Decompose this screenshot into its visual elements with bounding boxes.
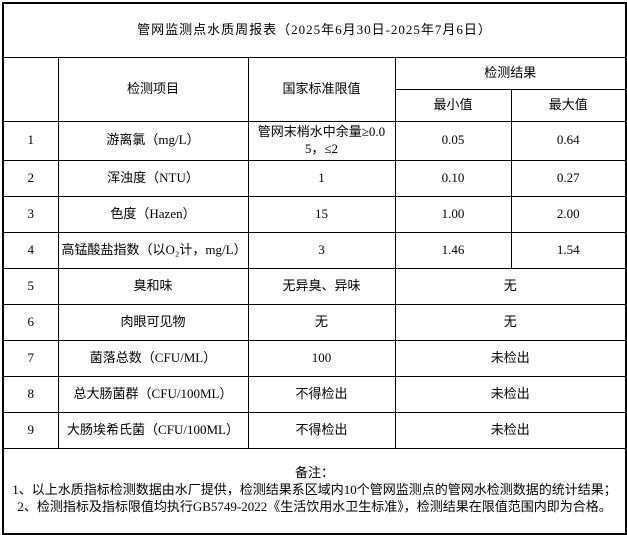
note-line-1: 1、以上水质指标检测数据由水厂提供，检测结果系区域内10个管网监测点的管网水检测…	[12, 482, 617, 498]
header-item: 检测项目	[57, 57, 249, 122]
item-cell: 肉眼可见物	[57, 303, 249, 341]
item-cell: 高锰酸盐指数（以O₂计，mg/L）	[57, 231, 249, 269]
max-value-cell: 1.54	[510, 231, 627, 269]
item-cell: 臭和味	[57, 267, 249, 305]
result-cell: 未检出	[394, 375, 627, 413]
table-row: 9 大肠埃希氏菌（CFU/100ML） 不得检出 未检出	[2, 411, 627, 449]
item-cell: 游离氯（mg/L）	[57, 121, 249, 161]
standard-cell: 3	[247, 231, 396, 269]
header-row-top: 检测项目 国家标准限值 检测结果	[2, 57, 627, 122]
result-cell: 无	[394, 267, 627, 305]
row-number-cell: 6	[2, 303, 59, 341]
min-value-cell: 0.05	[394, 121, 512, 161]
notes-row: 备注： 1、以上水质指标检测数据由水厂提供，检测结果系区域内10个管网监测点的管…	[2, 447, 627, 535]
min-value-cell: 0.10	[394, 159, 512, 197]
row-number-cell: 9	[2, 411, 59, 449]
table-row: 6 肉眼可见物 无 无	[2, 303, 627, 341]
header-min: 最小值	[394, 89, 512, 122]
row-number-cell: 5	[2, 267, 59, 305]
standard-cell: 1	[247, 159, 396, 197]
standard-cell: 100	[247, 339, 396, 377]
max-value-cell: 2.00	[510, 195, 627, 233]
row-number-cell: 4	[2, 231, 59, 269]
item-cell: 色度（Hazen）	[57, 195, 249, 233]
header-index-cell	[2, 57, 59, 122]
title-row: 管网监测点水质周报表（2025年6月30日-2025年7月6日）	[2, 2, 627, 58]
table-row: 2 浑浊度（NTU） 1 0.10 0.27	[2, 159, 627, 197]
row-number-cell: 1	[2, 121, 59, 161]
result-cell: 无	[394, 303, 627, 341]
table-row: 8 总大肠菌群（CFU/100ML） 不得检出 未检出	[2, 375, 627, 413]
min-value-cell: 1.00	[394, 195, 512, 233]
row-number-cell: 8	[2, 375, 59, 413]
item-cell: 菌落总数（CFU/ML）	[57, 339, 249, 377]
header-row-sub: 最小值 最大值	[3, 89, 627, 122]
header-max: 最大值	[510, 89, 627, 122]
table-row: 3 色度（Hazen） 15 1.00 2.00	[2, 195, 627, 233]
note-line-2: 2、检测指标及指标限值均执行GB5749-2022《生活饮用水卫生标准》，检测结…	[17, 499, 612, 515]
result-cell: 未检出	[394, 411, 627, 449]
result-cell: 未检出	[394, 339, 627, 377]
row-number-cell: 2	[2, 159, 59, 197]
max-value-cell: 0.27	[510, 159, 627, 197]
item-cell: 大肠埃希氏菌（CFU/100ML）	[57, 411, 249, 449]
row-number-cell: 3	[2, 195, 59, 233]
table-row: 5 臭和味 无异臭、异味 无	[2, 267, 627, 305]
table-row: 1 游离氯（mg/L） 管网末梢水中余量≥0.05，≤2 0.05 0.64	[2, 121, 627, 161]
item-cell: 总大肠菌群（CFU/100ML）	[57, 375, 249, 413]
row-number-cell: 7	[2, 339, 59, 377]
standard-cell: 15	[247, 195, 396, 233]
table-row: 7 菌落总数（CFU/ML） 100 未检出	[2, 339, 627, 377]
standard-cell: 不得检出	[247, 411, 396, 449]
header-result-group: 检测结果	[394, 57, 627, 90]
header-standard: 国家标准限值	[247, 57, 396, 122]
standard-cell: 无	[247, 303, 396, 341]
standard-cell: 无异臭、异味	[247, 267, 396, 305]
item-cell: 浑浊度（NTU）	[57, 159, 249, 197]
table-row: 4 高锰酸盐指数（以O₂计，mg/L） 3 1.46 1.54	[2, 231, 627, 269]
notes-cell: 备注： 1、以上水质指标检测数据由水厂提供，检测结果系区域内10个管网监测点的管…	[2, 447, 627, 535]
report-title: 管网监测点水质周报表（2025年6月30日-2025年7月6日）	[2, 2, 627, 58]
notes-label: 备注：	[295, 465, 335, 481]
max-value-cell: 0.64	[510, 121, 627, 161]
min-value-cell: 1.46	[394, 231, 512, 269]
standard-cell: 管网末梢水中余量≥0.05，≤2	[247, 121, 396, 161]
standard-cell: 不得检出	[247, 375, 396, 413]
